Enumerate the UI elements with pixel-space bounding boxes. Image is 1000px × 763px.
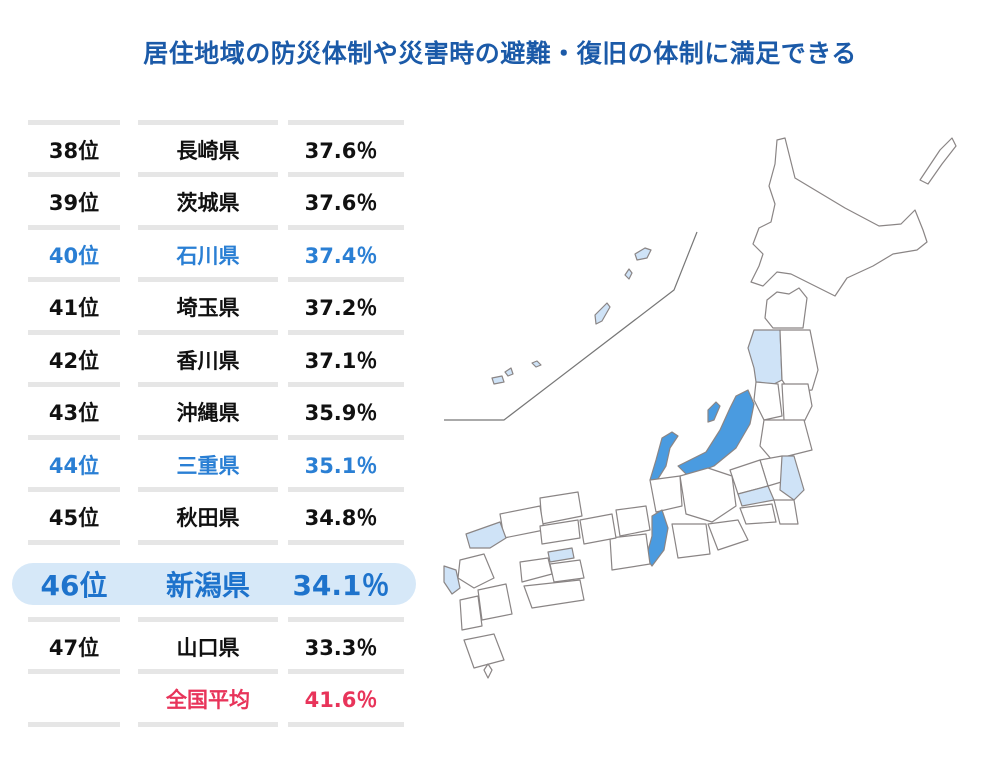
row-separator <box>28 120 120 125</box>
row-separator <box>288 487 404 492</box>
percent: 37.2％ <box>304 295 378 320</box>
prefecture: 埼玉県 <box>176 295 240 320</box>
row-separator <box>288 669 404 674</box>
table-row: 42位 香川県 37.1％ <box>28 336 404 383</box>
row-separator <box>28 172 120 177</box>
percent: 37.6％ <box>304 138 378 163</box>
row-separator <box>138 330 278 335</box>
row-separator <box>138 277 278 282</box>
row-separator <box>138 540 278 545</box>
row-separator <box>28 540 120 545</box>
fukushima <box>759 419 813 461</box>
rank: 38位 <box>48 138 100 163</box>
kagawa <box>547 547 575 563</box>
prefecture: 沖縄県 <box>176 400 240 425</box>
row-separator <box>138 382 278 387</box>
yamagata <box>753 381 783 421</box>
prefecture: 秋田県 <box>176 505 240 530</box>
miyagi <box>781 383 813 423</box>
rank: 39位 <box>48 190 100 215</box>
prefecture: 石川県 <box>176 243 240 268</box>
rank: 42位 <box>48 348 100 373</box>
row-separator <box>138 669 278 674</box>
table-row: 45位 秋田県 34.8％ <box>28 493 404 540</box>
percent: 41.6％ <box>304 687 378 712</box>
row-separator <box>28 669 120 674</box>
row-separator <box>138 722 278 727</box>
prefecture: 茨城県 <box>176 190 240 215</box>
row-separator <box>28 722 120 727</box>
row-separator <box>288 172 404 177</box>
row-separator <box>288 330 404 335</box>
rank: 43位 <box>48 400 100 425</box>
prefecture: 全国平均 <box>166 687 250 712</box>
row-separator <box>28 330 120 335</box>
percent: 35.1％ <box>304 453 378 478</box>
rank: 45位 <box>48 505 100 530</box>
row-separator <box>28 487 120 492</box>
percent: 37.4％ <box>304 243 378 268</box>
akita <box>747 329 783 385</box>
table-row: 47位 山口県 33.3％ <box>28 623 404 670</box>
row-separator <box>28 435 120 440</box>
rank: 44位 <box>48 453 100 478</box>
prefecture: 山口県 <box>176 635 240 660</box>
table-row: 39位 茨城県 37.6％ <box>28 178 404 225</box>
row-separator <box>288 120 404 125</box>
rank: 47位 <box>48 635 100 660</box>
percent: 35.9％ <box>304 400 378 425</box>
prefecture: 香川県 <box>176 348 240 373</box>
aomori <box>764 287 808 329</box>
japan-map <box>443 137 957 679</box>
row-separator <box>288 435 404 440</box>
row-separator <box>28 277 120 282</box>
prefecture: 長崎県 <box>176 138 240 163</box>
percent: 37.1％ <box>304 348 378 373</box>
yamaguchi <box>465 521 507 549</box>
row-separator <box>138 120 278 125</box>
table-row: 41位 埼玉県 37.2％ <box>28 283 404 330</box>
ibaraki <box>779 455 805 501</box>
row-separator <box>288 617 404 622</box>
okinawa <box>594 302 611 325</box>
table-row: 38位 長崎県 37.6％ <box>28 126 404 173</box>
chart-title: 居住地域の防災体制や災害時の避難・復旧の体制に満足できる <box>143 39 857 68</box>
prefecture: 新潟県 <box>165 568 250 602</box>
row-separator <box>138 225 278 230</box>
mie <box>645 509 669 567</box>
row-separator <box>28 617 120 622</box>
percent: 34.8％ <box>304 505 378 530</box>
table-row: 40位 石川県 37.4％ <box>28 231 404 278</box>
row-separator <box>138 617 278 622</box>
hokkaido <box>750 137 928 297</box>
percent: 33.3％ <box>304 635 378 660</box>
row-separator <box>288 277 404 282</box>
row-separator <box>288 540 404 545</box>
table-row: 43位 沖縄県 35.9％ <box>28 388 404 435</box>
row-separator <box>288 382 404 387</box>
prefecture: 三重県 <box>176 453 240 478</box>
row-separator <box>28 225 120 230</box>
rank: 46位 <box>40 568 108 602</box>
row-separator <box>138 435 278 440</box>
table-row-average: 全国平均 41.6％ <box>28 675 404 722</box>
row-separator <box>288 722 404 727</box>
target-row-highlight <box>12 563 416 605</box>
percent: 37.6％ <box>304 190 378 215</box>
row-separator <box>288 225 404 230</box>
row-separator <box>138 487 278 492</box>
rank: 40位 <box>48 243 100 268</box>
row-separator <box>28 382 120 387</box>
ishikawa <box>649 431 679 483</box>
row-separator <box>138 172 278 177</box>
nagasaki <box>443 565 461 595</box>
table-row-target: 46位 新潟県 34.1％ <box>28 560 404 607</box>
percent: 34.1％ <box>292 568 390 602</box>
table-row: 44位 三重県 35.1％ <box>28 441 404 488</box>
rank: 41位 <box>48 295 100 320</box>
iwate <box>779 329 819 393</box>
